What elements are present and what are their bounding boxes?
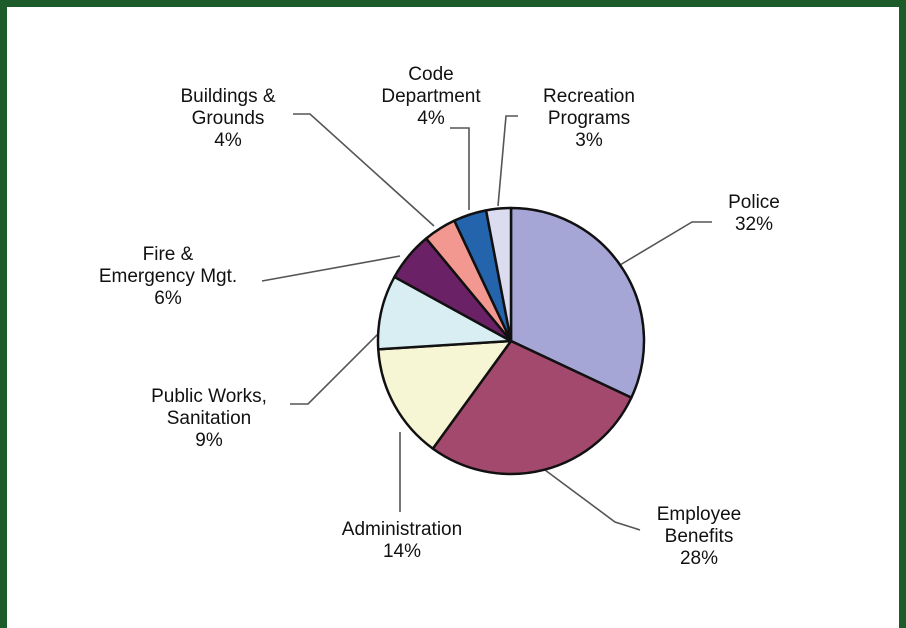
slice-name-line: Grounds bbox=[192, 108, 265, 129]
slice-label-buildings-grounds: Buildings & Grounds 4% bbox=[180, 86, 275, 151]
pie-slice-administration bbox=[377, 339, 513, 450]
pie-slice-employee-benefits bbox=[431, 339, 633, 476]
leader-line-police bbox=[619, 221, 712, 266]
slice-percent-label: 28% bbox=[680, 548, 718, 569]
slice-label-administration: Administration 14% bbox=[342, 519, 462, 562]
slice-name-line: Recreation bbox=[543, 86, 635, 107]
pie-slice-recreation-programs bbox=[484, 206, 513, 343]
slice-name-line: Department bbox=[381, 86, 481, 107]
slice-label-police: Police 32% bbox=[728, 192, 780, 235]
slice-name-line: Sanitation bbox=[167, 408, 252, 429]
slice-percent-label: 3% bbox=[575, 130, 603, 151]
slice-name-line: Public Works, bbox=[151, 386, 267, 407]
slice-name-line: Emergency Mgt. bbox=[99, 266, 237, 287]
leader-line-buildings-grounds bbox=[293, 113, 435, 227]
slice-name-line: Employee bbox=[657, 504, 742, 525]
leader-line-fire-emergency-mgt bbox=[261, 255, 401, 282]
slice-name-line: Code bbox=[408, 64, 453, 85]
slice-label-public-works-sanitation: Public Works, Sanitation 9% bbox=[151, 386, 267, 451]
leader-line-code-department bbox=[450, 127, 470, 210]
slice-percent-label: 4% bbox=[214, 130, 242, 151]
slice-percent-label: 14% bbox=[383, 541, 421, 562]
slice-name-line: Administration bbox=[342, 519, 462, 540]
leader-line-employee-benefits bbox=[544, 469, 641, 531]
slice-label-fire-emergency-mgt: Fire & Emergency Mgt. 6% bbox=[99, 244, 237, 309]
slice-name-line: Police bbox=[728, 192, 780, 213]
slice-name-line: Programs bbox=[548, 108, 630, 129]
slice-name-line: Fire & bbox=[143, 244, 194, 265]
slice-percent-label: 9% bbox=[195, 430, 223, 451]
slice-label-employee-benefits: Employee Benefits 28% bbox=[657, 504, 742, 569]
pie-slice-police bbox=[509, 206, 646, 399]
leader-line-public-works-sanitation bbox=[290, 328, 384, 405]
slice-label-code-department: Code Department 4% bbox=[381, 64, 481, 129]
slice-label-recreation-programs: Recreation Programs 3% bbox=[543, 86, 635, 151]
slice-percent-label: 32% bbox=[735, 214, 773, 235]
leader-line-recreation-programs bbox=[497, 115, 518, 207]
slice-percent-label: 4% bbox=[417, 108, 445, 129]
slice-percent-label: 6% bbox=[154, 288, 182, 309]
slice-name-line: Benefits bbox=[665, 526, 734, 547]
slice-name-line: Buildings & bbox=[180, 86, 275, 107]
